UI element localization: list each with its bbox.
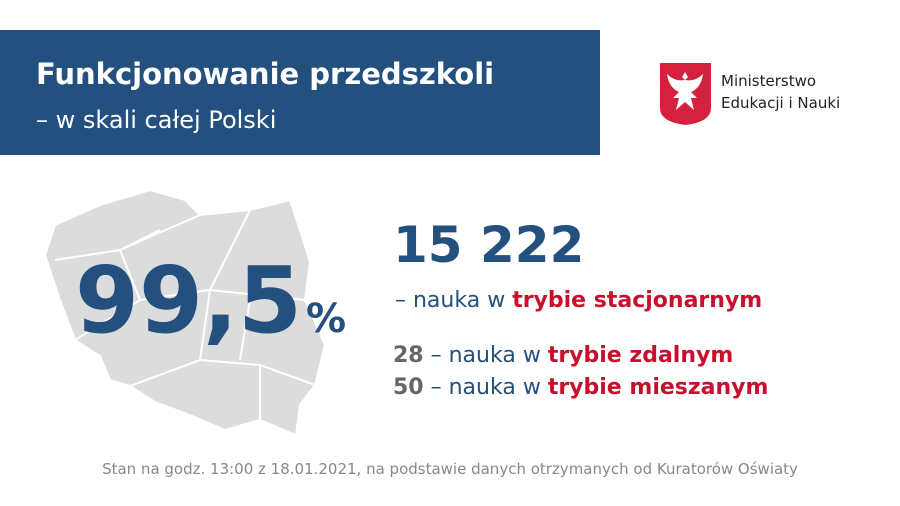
title: Funkcjonowanie przedszkoli: [36, 57, 494, 91]
map-regions: [54, 209, 316, 420]
subtitle: – w skali całej Polski: [36, 106, 276, 134]
logo: Ministerstwo Edukacji i Nauki: [660, 63, 840, 125]
headline-value: 99,5: [75, 247, 302, 354]
headline: 99,5%: [75, 247, 346, 354]
eagle: [667, 72, 703, 110]
main-count: 15 222: [393, 216, 584, 274]
logo-line: Edukacji i Nauki: [721, 94, 840, 112]
mode: trybie stacjonarnym: [512, 288, 762, 313]
count: 50: [393, 375, 424, 400]
count: 28: [393, 343, 424, 368]
logo-line: Ministerstwo: [721, 72, 816, 90]
mode: trybie mieszanym: [548, 375, 769, 400]
header-band: [0, 30, 600, 155]
desc-text: – nauka w: [431, 375, 541, 400]
stat-row: 50 – nauka w trybie mieszanym: [393, 375, 768, 400]
map: [43, 188, 327, 437]
footer: Stan na godz. 13:00 z 18.01.2021, na pod…: [102, 460, 798, 478]
stat-row: 28 – nauka w trybie zdalnym: [393, 343, 733, 368]
desc-text: – nauka w: [395, 288, 505, 313]
main-desc: – nauka w trybie stacjonarnym: [395, 288, 762, 313]
desc-text: – nauka w: [431, 343, 541, 368]
mode: trybie zdalnym: [548, 343, 733, 368]
headline-unit: %: [306, 296, 346, 342]
